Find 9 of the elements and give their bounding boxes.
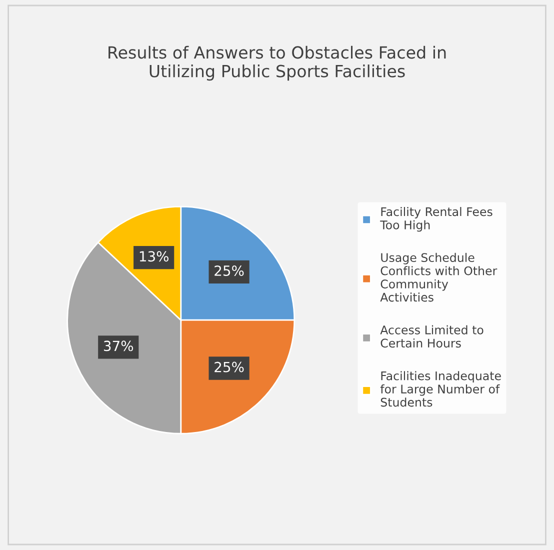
legend-label: Facility Rental Fees Too High bbox=[380, 207, 492, 232]
legend-label: Access Limited to Certain Hours bbox=[380, 325, 484, 348]
data-label: 13% bbox=[140, 251, 168, 262]
data-label: 37% bbox=[104, 340, 134, 352]
chart-title: Results of Answers to Obstacles Faced in Utilizing Public Sports Facilities bbox=[108, 46, 446, 81]
data-label: 25% bbox=[214, 362, 244, 372]
legend-label: Facilities Inadequate for Large Number of Students bbox=[380, 371, 501, 407]
legend-label: Usage Schedule Conflicts with Other Community Activities bbox=[380, 252, 498, 302]
data-label: 25% bbox=[214, 265, 244, 276]
